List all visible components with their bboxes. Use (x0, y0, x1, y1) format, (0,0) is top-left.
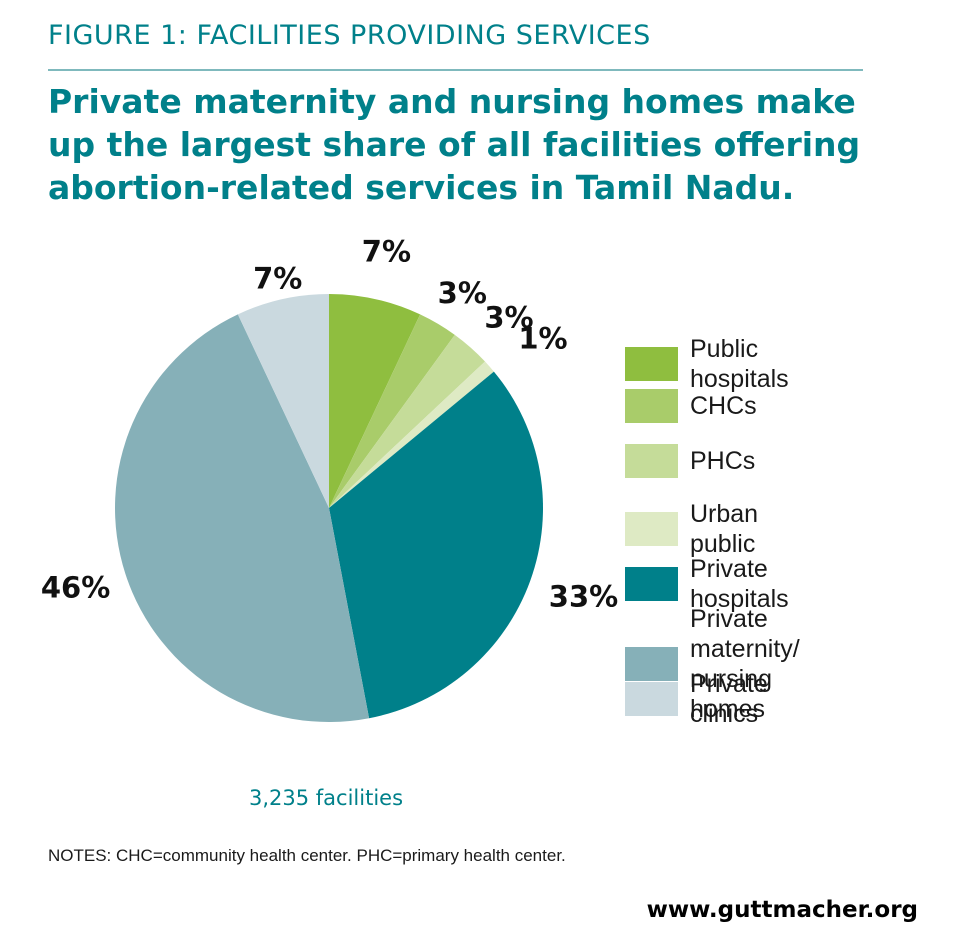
legend-label: Urban public (690, 500, 759, 558)
pie-slice-urban-public (329, 361, 494, 508)
headline-line-2: up the largest share of all facilities o… (48, 125, 861, 164)
data-label-urban-public: 1% (518, 322, 567, 356)
headline: Private maternity and nursing homes make… (48, 80, 898, 209)
pie-slice-public-hospitals (329, 294, 421, 508)
legend-item-private-hospitals: Private hospitals (625, 554, 789, 614)
legend-label: Public hospitals (690, 335, 789, 393)
legend-label: Private clinics (690, 670, 768, 728)
legend-swatch (625, 647, 678, 681)
data-label-private-clinics: 7% (253, 262, 302, 296)
legend-item-urban-public: Urban public (625, 499, 758, 559)
pie-slice-private-maternity-nursing-homes (115, 314, 370, 723)
data-label-private-maternity-nursing-homes: 46% (41, 571, 110, 605)
data-label-private-hospitals: 33% (549, 580, 618, 614)
figure-label: FIGURE 1: FACILITIES PROVIDING SERVICES (48, 20, 651, 51)
total-facilities-label: 3,235 facilities (249, 786, 404, 810)
notes: NOTES: CHC=community health center. PHC=… (48, 846, 566, 865)
site-url[interactable]: www.guttmacher.org (646, 897, 918, 923)
pie-slice-phcs (329, 334, 485, 508)
legend-swatch (625, 347, 678, 381)
legend-item-private-maternity-nursing-homes: Private maternity/ nursing homes (625, 604, 800, 724)
legend-item-private-clinics: Private clinics (625, 669, 768, 729)
pie-slice-private-clinics (237, 294, 329, 508)
legend-swatch (625, 682, 678, 716)
legend-swatch (625, 567, 678, 601)
pie-slice-private-hospitals (329, 371, 544, 719)
legend-item-phcs: PHCs (625, 444, 755, 478)
legend-label: Private hospitals (690, 555, 789, 613)
title-divider (48, 69, 863, 71)
legend-label: PHCs (690, 447, 756, 475)
headline-line-3: abortion-related services in Tamil Nadu. (48, 168, 795, 207)
pie-slice-chcs (329, 314, 455, 508)
legend-item-public-hospitals: Public hospitals (625, 334, 789, 394)
headline-line-1: Private maternity and nursing homes make (48, 82, 856, 121)
data-label-public-hospitals: 7% (362, 234, 411, 268)
legend-swatch (625, 512, 678, 546)
legend-label: Private maternity/ nursing homes (690, 605, 800, 723)
data-label-phcs: 3% (484, 301, 533, 335)
legend-swatch (625, 389, 678, 423)
data-label-chcs: 3% (438, 276, 487, 310)
legend-swatch (625, 444, 678, 478)
legend-item-chcs: CHCs (625, 389, 757, 423)
legend-label: CHCs (690, 392, 757, 420)
